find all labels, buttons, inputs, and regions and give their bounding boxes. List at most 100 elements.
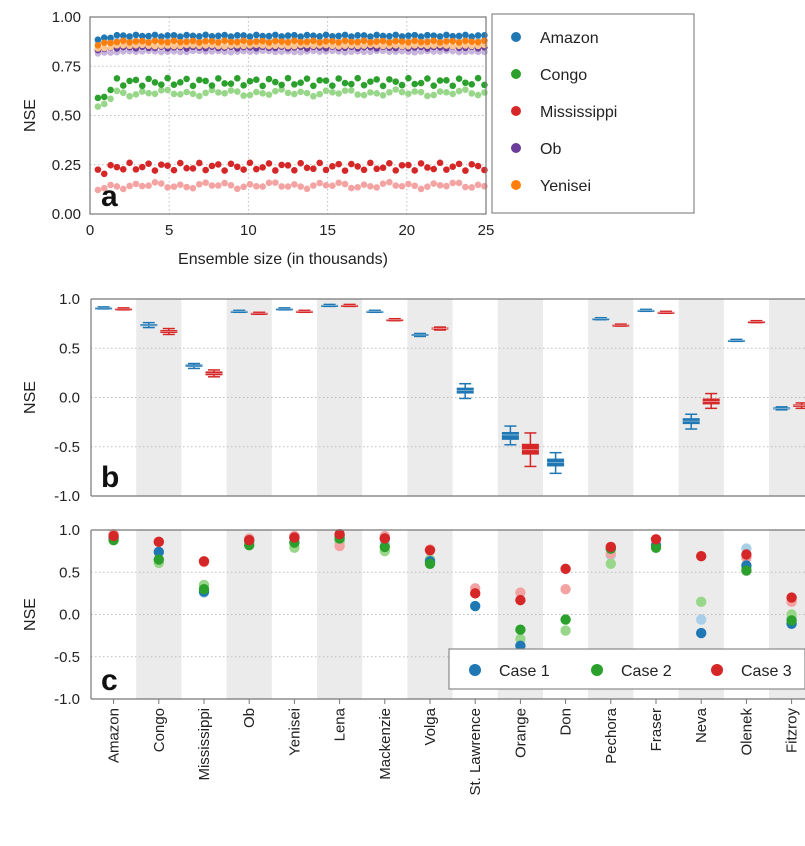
ensemble-point-light bbox=[379, 42, 387, 50]
box bbox=[321, 304, 339, 307]
ensemble-point bbox=[424, 75, 431, 82]
ensemble-point bbox=[329, 82, 336, 89]
ensemble-point-light bbox=[316, 90, 323, 98]
ensemble-point bbox=[417, 33, 425, 40]
ensemble-point bbox=[341, 37, 349, 45]
ensemble-point-light bbox=[246, 181, 254, 188]
y-tick-label: -1.0 bbox=[54, 488, 80, 505]
ensemble-point bbox=[221, 80, 228, 87]
ensemble-point-light bbox=[297, 48, 304, 56]
ensemble-point bbox=[392, 167, 400, 174]
case-point bbox=[786, 592, 797, 603]
ensemble-point-light bbox=[462, 183, 469, 191]
ensemble-point-light bbox=[189, 184, 197, 192]
y-tick-label: 0.5 bbox=[59, 564, 80, 581]
case-point bbox=[289, 532, 300, 543]
box bbox=[657, 311, 675, 314]
ensemble-point bbox=[316, 39, 323, 46]
ensemble-point bbox=[474, 32, 482, 39]
ensemble-point bbox=[386, 159, 393, 167]
ensemble-point bbox=[253, 76, 260, 83]
ensemble-point bbox=[151, 167, 159, 174]
ensemble-point bbox=[354, 38, 361, 46]
ensemble-point-light bbox=[329, 88, 336, 96]
ensemble-point-light bbox=[348, 87, 355, 94]
ensemble-point bbox=[132, 38, 140, 45]
ensemble-point bbox=[107, 39, 114, 47]
ensemble-point bbox=[227, 80, 235, 88]
ensemble-point-light bbox=[449, 42, 457, 50]
ensemble-point bbox=[468, 38, 476, 46]
box bbox=[115, 308, 133, 311]
ensemble-point bbox=[246, 33, 254, 40]
ensemble-point bbox=[411, 80, 419, 88]
ensemble-point bbox=[449, 32, 457, 40]
ensemble-point-light bbox=[164, 86, 171, 94]
box bbox=[250, 312, 268, 315]
ensemble-point-light bbox=[189, 90, 197, 98]
ensemble-point-light bbox=[341, 180, 349, 188]
ensemble-point-light bbox=[195, 92, 203, 100]
ensemble-point bbox=[405, 39, 412, 46]
legend-label: Congo bbox=[540, 67, 587, 84]
legend-marker bbox=[469, 664, 481, 676]
ensemble-point bbox=[145, 32, 152, 40]
ensemble-point-light bbox=[202, 179, 209, 186]
ensemble-point-light bbox=[455, 87, 463, 95]
y-tick-label: 1.0 bbox=[59, 522, 80, 539]
box bbox=[230, 310, 248, 313]
ensemble-point bbox=[348, 38, 355, 46]
ensemble-point bbox=[221, 31, 228, 39]
ensemble-point bbox=[221, 167, 228, 174]
case-point bbox=[515, 624, 526, 635]
ensemble-point bbox=[348, 160, 355, 168]
ensemble-point bbox=[291, 167, 298, 174]
legend-marker bbox=[511, 32, 521, 42]
ensemble-point bbox=[208, 32, 216, 40]
y-tick-label: 1.00 bbox=[52, 9, 81, 26]
ensemble-point-light bbox=[145, 182, 152, 190]
ensemble-point-light bbox=[392, 182, 400, 189]
ensemble-point-light bbox=[411, 48, 419, 56]
ensemble-point bbox=[126, 159, 133, 167]
legend-label: Ob bbox=[540, 141, 561, 158]
box bbox=[386, 319, 404, 322]
ensemble-point-light bbox=[417, 185, 425, 193]
x-axis-label: Ensemble size (in thousands) bbox=[178, 251, 388, 268]
ensemble-point bbox=[455, 39, 463, 46]
ensemble-point bbox=[436, 33, 444, 40]
ensemble-point-light bbox=[379, 180, 387, 188]
ensemble-point bbox=[253, 31, 260, 39]
case-point bbox=[515, 587, 526, 598]
ensemble-point bbox=[474, 74, 482, 82]
ensemble-point-light bbox=[94, 103, 102, 110]
ensemble-point bbox=[151, 79, 159, 86]
ensemble-point bbox=[202, 31, 209, 39]
ensemble-point bbox=[227, 38, 235, 46]
ensemble-point bbox=[119, 32, 127, 39]
ensemble-point-light bbox=[455, 179, 463, 187]
ensemble-point-light bbox=[398, 42, 406, 50]
ensemble-point-light bbox=[107, 49, 114, 56]
y-tick-label: 0.25 bbox=[52, 157, 81, 174]
ensemble-point-light bbox=[481, 182, 488, 190]
ensemble-point-light bbox=[202, 89, 209, 97]
box bbox=[295, 310, 313, 313]
category-label: Orange bbox=[512, 708, 529, 758]
ensemble-point bbox=[259, 37, 266, 45]
ensemble-point-light bbox=[335, 179, 342, 187]
ensemble-point bbox=[119, 37, 127, 45]
ensemble-point bbox=[208, 162, 216, 170]
ensemble-point bbox=[113, 75, 121, 82]
ensemble-point bbox=[462, 31, 469, 39]
ensemble-point-light bbox=[215, 182, 222, 189]
ensemble-point bbox=[436, 77, 444, 84]
ensemble-point-light bbox=[481, 89, 488, 96]
ensemble-point bbox=[354, 74, 361, 82]
ensemble-point bbox=[157, 33, 165, 40]
ensemble-point-light bbox=[208, 182, 216, 189]
ensemble-point-light bbox=[176, 91, 184, 98]
category-label: Neva bbox=[693, 707, 710, 743]
ensemble-point bbox=[405, 74, 412, 82]
ensemble-point-light bbox=[398, 47, 406, 55]
